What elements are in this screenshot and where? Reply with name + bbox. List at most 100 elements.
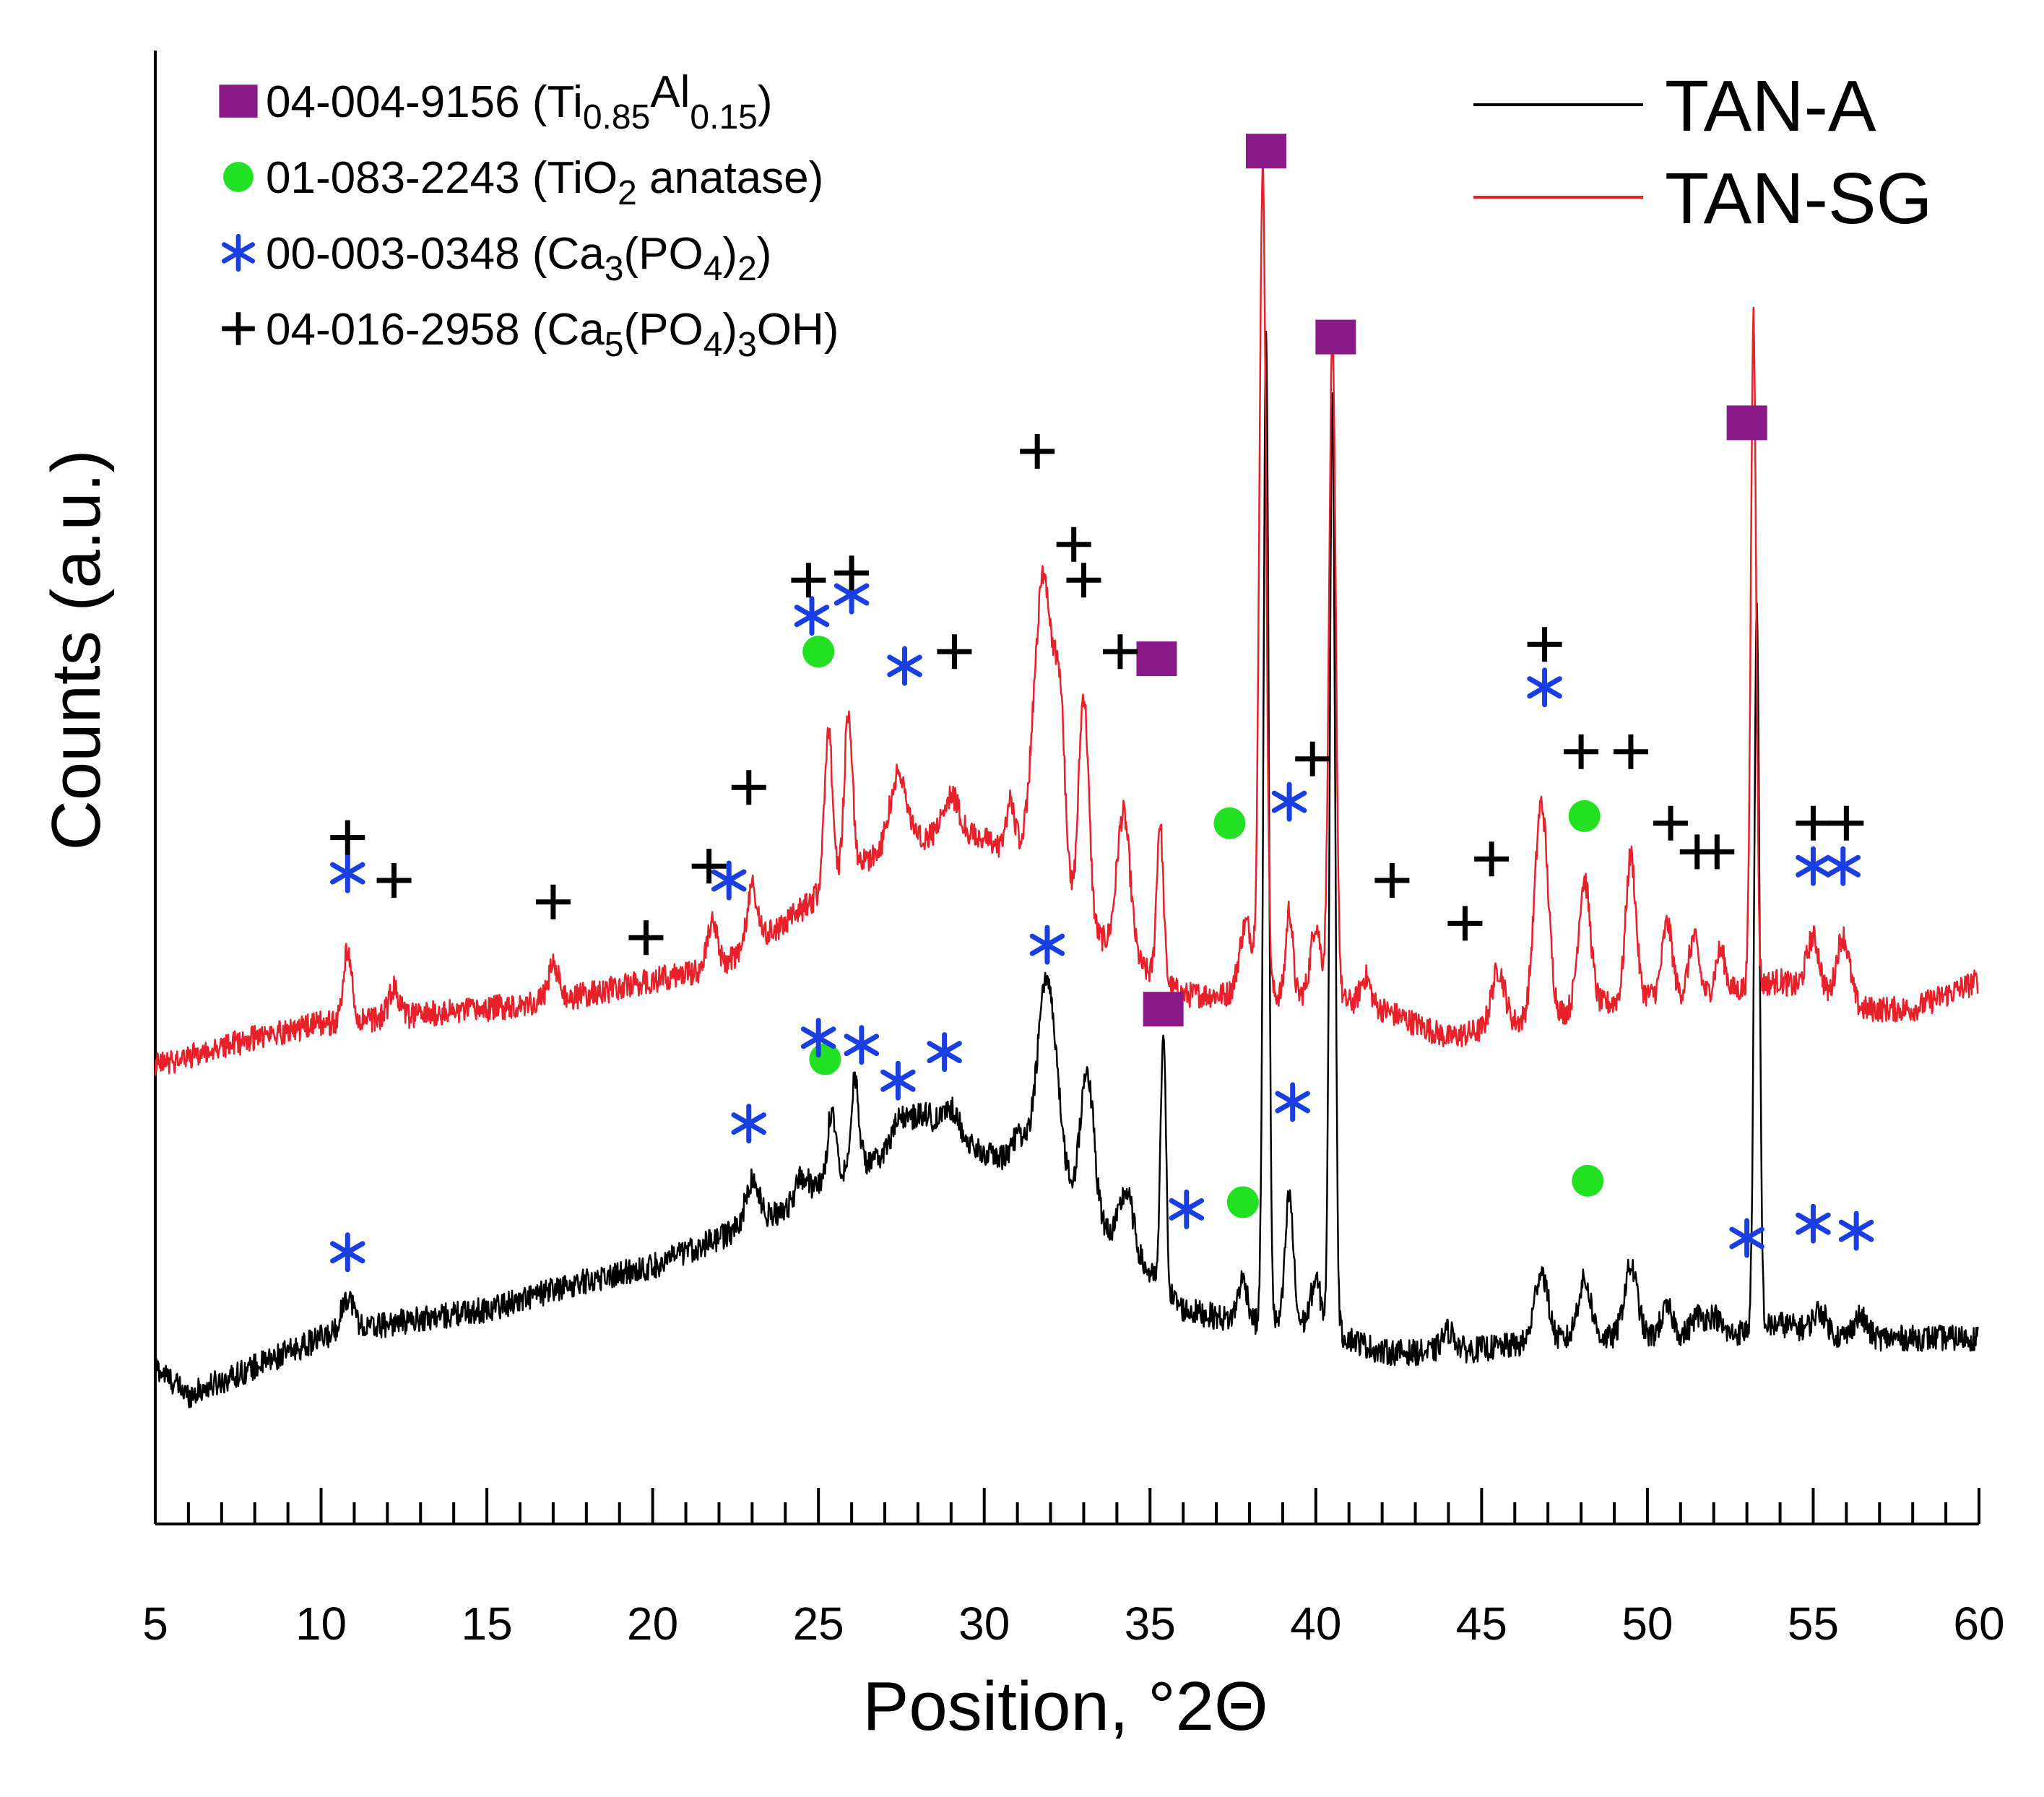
phase-formula-part: OH) — [757, 305, 839, 355]
phase-code: 00-003-0348 — [266, 229, 532, 279]
phase-formula-part: ) — [758, 77, 773, 127]
plus-stroke — [1295, 741, 1330, 776]
plus-stroke — [1699, 834, 1735, 870]
x-tick-label: 30 — [958, 1598, 1010, 1650]
peak-marker-plus — [376, 863, 412, 898]
phase-legend-symbol-star — [221, 233, 256, 272]
peak-marker-square — [1726, 405, 1767, 441]
peak-marker-plus — [1020, 434, 1055, 469]
peak-marker-plus — [1447, 906, 1483, 941]
phase-formula-part: 4 — [703, 326, 723, 364]
peak-marker-star — [1825, 846, 1861, 886]
plus-stroke — [1613, 734, 1648, 769]
phase-formula-part: ) — [722, 305, 737, 355]
peak-marker-square — [1315, 319, 1356, 355]
series-legend: TAN-A TAN-SG — [1473, 66, 1932, 239]
phase-legend-label: 04-004-9156 (Ti0.85Al0.15) — [266, 67, 773, 137]
peak-marker-square — [1143, 992, 1184, 1027]
phase-code: 04-016-2958 — [266, 305, 532, 355]
star-stroke — [329, 862, 365, 885]
plus-stroke — [834, 555, 870, 591]
phase-code: 04-004-9156 — [266, 77, 532, 127]
x-tick-label: 45 — [1456, 1598, 1507, 1650]
star-stroke — [1275, 1091, 1310, 1114]
peak-marker-star — [1838, 1211, 1874, 1251]
phase-legend-label: 04-016-2958 (Ca5(PO4)3OH) — [266, 305, 839, 364]
phase-legend: 04-004-9156 (Ti0.85Al0.15) 01-083-2243 (T… — [219, 67, 839, 364]
x-tick-label: 25 — [793, 1598, 844, 1650]
x-tick-label: 35 — [1125, 1598, 1176, 1650]
phase-legend-symbol-plus — [222, 312, 255, 345]
peak-marker-plus — [1056, 527, 1091, 562]
peak-marker-plus — [1527, 627, 1562, 662]
x-tick-label: 20 — [627, 1598, 678, 1650]
x-tick-label: 40 — [1290, 1598, 1341, 1650]
phase-legend-symbol-circle — [223, 162, 254, 192]
star-stroke — [880, 1069, 916, 1092]
plus-stroke — [731, 770, 766, 805]
y-axis-title: Counts (a.u.) — [38, 450, 115, 851]
peak-marker-layer — [329, 134, 1874, 1273]
peak-marker-plus — [1564, 734, 1599, 769]
peak-marker-plus — [1102, 634, 1138, 670]
plus-stroke — [376, 863, 412, 898]
phase-formula-part: anatase) — [637, 153, 824, 203]
peak-marker-plus — [1653, 805, 1689, 841]
phase-formula-part: ) — [722, 229, 737, 279]
phase-legend-label: 01-083-2243 (TiO2 anatase) — [266, 153, 823, 212]
phase-formula-part: 2 — [737, 250, 757, 288]
star-stroke — [1796, 854, 1831, 878]
peak-marker-circle — [1572, 1164, 1604, 1197]
plus-stroke — [1527, 627, 1562, 662]
phase-legend-symbol-square — [219, 85, 258, 118]
peak-marker-star — [1527, 667, 1562, 708]
axes: 5 10 15 20 25 30 35 40 45 50 55 60 — [142, 51, 2005, 1650]
star-stroke — [1729, 1226, 1764, 1250]
peak-marker-circle — [809, 1043, 841, 1075]
x-tick-label: 15 — [461, 1598, 512, 1650]
peak-marker-star — [1729, 1218, 1764, 1258]
phase-formula-part: 2 — [618, 174, 637, 212]
phase-formula-part: (PO — [623, 229, 703, 279]
x-tick-label: 5 — [142, 1598, 168, 1650]
star-stroke — [731, 1112, 767, 1135]
peak-marker-star — [731, 1104, 767, 1144]
star-stroke — [221, 242, 256, 264]
peak-marker-plus — [1796, 805, 1831, 841]
series-line-tan-a — [154, 330, 1980, 1408]
peak-marker-plus — [330, 820, 365, 855]
peak-marker-plus — [1066, 563, 1101, 598]
x-tick-label: 60 — [1953, 1598, 2004, 1650]
peak-marker-star — [1029, 925, 1065, 965]
peak-marker-plus — [628, 920, 664, 956]
peak-marker-plus — [731, 770, 766, 805]
peak-marker-star — [1169, 1189, 1205, 1229]
plus-stroke — [1447, 906, 1483, 941]
phase-formula-part: 3 — [605, 250, 624, 288]
star-stroke — [329, 1241, 365, 1264]
star-stroke — [1029, 933, 1065, 956]
phase-formula-part: (Ti — [532, 77, 583, 127]
plus-stroke — [1796, 805, 1831, 841]
peak-marker-plus — [834, 555, 870, 591]
phase-code: 01-083-2243 — [266, 153, 532, 203]
peak-marker-circle — [802, 636, 835, 668]
peak-marker-plus — [1613, 734, 1648, 769]
phase-formula-part: 4 — [703, 250, 723, 288]
star-stroke — [1271, 790, 1307, 813]
phase-formula-part: ) — [757, 229, 772, 279]
plus-stroke — [691, 849, 727, 884]
peak-marker-plus — [791, 563, 826, 598]
peak-marker-star — [1796, 1203, 1831, 1244]
plus-stroke — [628, 920, 664, 956]
peak-marker-plus — [1474, 841, 1510, 877]
phase-formula-part: (TiO — [532, 153, 618, 203]
x-tick-label: 50 — [1621, 1598, 1673, 1650]
phase-formula-part: 0.85 — [583, 98, 650, 137]
plus-stroke — [937, 634, 972, 670]
star-stroke — [1527, 676, 1562, 699]
peak-marker-plus — [1295, 741, 1330, 776]
peak-marker-star — [880, 1060, 916, 1101]
plus-stroke — [791, 563, 826, 598]
